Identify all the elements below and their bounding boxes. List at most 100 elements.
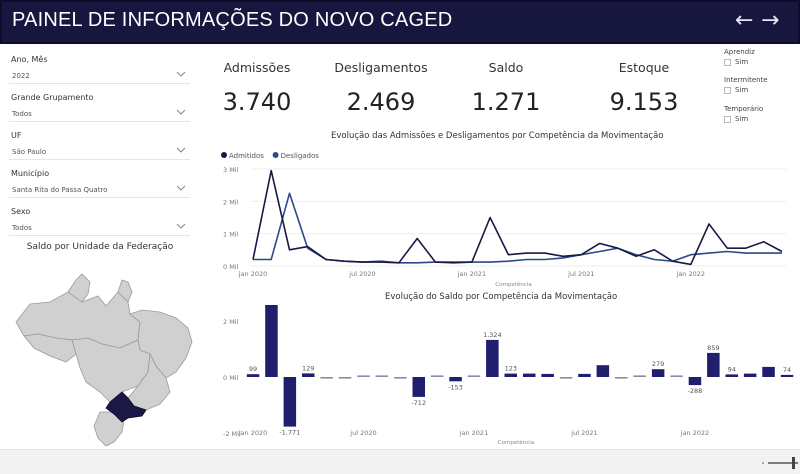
map-region-amapa[interactable] — [117, 279, 133, 303]
data-label: 74 — [783, 366, 791, 374]
bar[interactable] — [670, 375, 683, 377]
data-label: 99 — [249, 365, 257, 373]
legend-item-desligados[interactable]: Desligados — [272, 152, 320, 160]
kpi-label-estoque: Estoque — [618, 60, 670, 75]
kpi-value-admissoes: 3.740 — [222, 88, 292, 116]
data-label: 129 — [302, 364, 314, 372]
x-tick-label: jul 2020 — [349, 429, 376, 437]
bar[interactable] — [302, 373, 315, 377]
x-tick-label: jan 2022 — [680, 429, 710, 437]
filter-value: São Paulo — [12, 148, 47, 156]
bar[interactable] — [725, 374, 739, 377]
data-label: 123 — [505, 365, 517, 373]
chevron-down-icon — [176, 71, 186, 77]
checkbox-aprendiz-sim[interactable]: Sim — [724, 58, 755, 66]
bar[interactable] — [504, 373, 518, 377]
filter-value: Todos — [12, 224, 32, 232]
bar[interactable] — [412, 377, 426, 397]
checkbox-label: Intermitente — [724, 76, 768, 84]
checkbox-square[interactable] — [724, 86, 731, 94]
bar[interactable] — [375, 375, 389, 377]
bar[interactable] — [743, 373, 757, 377]
bar[interactable] — [338, 377, 352, 379]
bar[interactable] — [394, 377, 407, 379]
bar[interactable] — [449, 377, 462, 382]
series-line-admitidos — [252, 169, 783, 266]
filter-dropdown-sexo[interactable]: Todos — [9, 220, 190, 236]
y-tick-label: 0 Mil — [223, 263, 239, 271]
kpi-value-estoque: 9.153 — [609, 88, 679, 116]
bar[interactable] — [559, 377, 573, 379]
bar[interactable] — [651, 369, 665, 377]
legend-item-admitidos[interactable]: Admitidos — [221, 152, 264, 160]
checkbox-option: Sim — [735, 86, 749, 94]
zoom-slider[interactable] — [760, 456, 800, 470]
line-chart[interactable]: Admitidos Desligados 0 Mil 1 Mil 2 Mil 3 Mil j… — [215, 145, 795, 288]
kpi-value-desligamentos: 2.469 — [346, 88, 416, 116]
filter-dropdown-uf[interactable]: São Paulo — [9, 144, 190, 160]
data-label: -153 — [448, 383, 463, 391]
x-tick-label: jan 2021 — [457, 270, 487, 278]
bar[interactable] — [780, 374, 794, 377]
bar[interactable] — [283, 377, 297, 427]
filter-label-uf: UF — [11, 131, 22, 140]
x-tick-label: jan 2021 — [459, 429, 489, 437]
bar[interactable] — [265, 305, 278, 377]
bar[interactable] — [430, 375, 444, 377]
filter-value: Todos — [12, 110, 32, 118]
kpi-value-saldo: 1.271 — [471, 88, 541, 116]
legend-label: Admitidos — [229, 152, 264, 160]
filter-dropdown-municipio[interactable]: Santa Rita do Passa Quatro — [9, 182, 190, 198]
checkbox-label: Temporário — [724, 105, 764, 113]
data-label: -288 — [688, 387, 703, 395]
kpi-label-saldo: Saldo — [488, 60, 524, 75]
checkbox-square[interactable] — [724, 115, 731, 123]
bar[interactable] — [688, 377, 702, 386]
checkbox-group-temporario: Temporário Sim — [724, 105, 763, 123]
x-tick-label: jul 2021 — [570, 429, 597, 437]
bar[interactable] — [486, 339, 499, 377]
filter-dropdown-ano-mes[interactable]: 2022 — [9, 68, 190, 84]
checkbox-group-aprendiz: Aprendiz Sim — [724, 48, 755, 66]
x-tick-label: jul 2020 — [348, 270, 375, 278]
filter-label-ano-mes: Ano, Mês — [11, 55, 48, 64]
y-tick-label: 0 Mil — [223, 374, 239, 382]
bar[interactable] — [633, 375, 646, 377]
data-label: 1.324 — [483, 331, 502, 339]
filter-label-municipio: Município — [11, 169, 50, 178]
chevron-down-icon — [176, 147, 186, 153]
x-axis-label: Competência — [498, 439, 534, 446]
bar[interactable] — [707, 352, 720, 377]
back-arrow-icon[interactable]: ← — [735, 8, 754, 33]
header-bar: PAINEL DE INFORMAÇÕES DO NOVO CAGED ← → — [0, 0, 800, 44]
bar[interactable] — [541, 373, 554, 377]
y-tick-label: 3 Mil — [223, 166, 239, 174]
data-label: 279 — [652, 360, 664, 368]
checkbox-square[interactable] — [724, 58, 731, 66]
data-label: -1.771 — [279, 429, 300, 437]
checkbox-intermitente-sim[interactable]: Sim — [724, 86, 768, 94]
x-tick-label: jan 2022 — [676, 270, 706, 278]
checkbox-option: Sim — [735, 115, 749, 123]
bar[interactable] — [246, 374, 260, 377]
brazil-map[interactable] — [10, 262, 200, 447]
x-tick-label: jul 2021 — [567, 270, 594, 278]
bar[interactable] — [762, 366, 775, 377]
map-region-roraima[interactable] — [67, 273, 91, 303]
bar[interactable] — [578, 373, 591, 377]
bar[interactable] — [615, 377, 628, 379]
bar[interactable] — [467, 375, 481, 377]
bar[interactable] — [523, 373, 536, 377]
legend-marker-icon — [272, 152, 279, 158]
y-tick-label: -2 Mil — [223, 430, 241, 438]
map-state-sao-paulo[interactable] — [105, 391, 147, 423]
legend-label: Desligados — [281, 152, 320, 160]
bar[interactable] — [357, 375, 370, 377]
bar[interactable] — [596, 365, 610, 377]
forward-arrow-icon[interactable]: → — [761, 8, 780, 33]
checkbox-temporario-sim[interactable]: Sim — [724, 115, 763, 123]
chevron-down-icon — [176, 109, 186, 115]
filter-dropdown-grande-grupamento[interactable]: Todos — [9, 106, 190, 122]
bar[interactable] — [320, 377, 333, 379]
